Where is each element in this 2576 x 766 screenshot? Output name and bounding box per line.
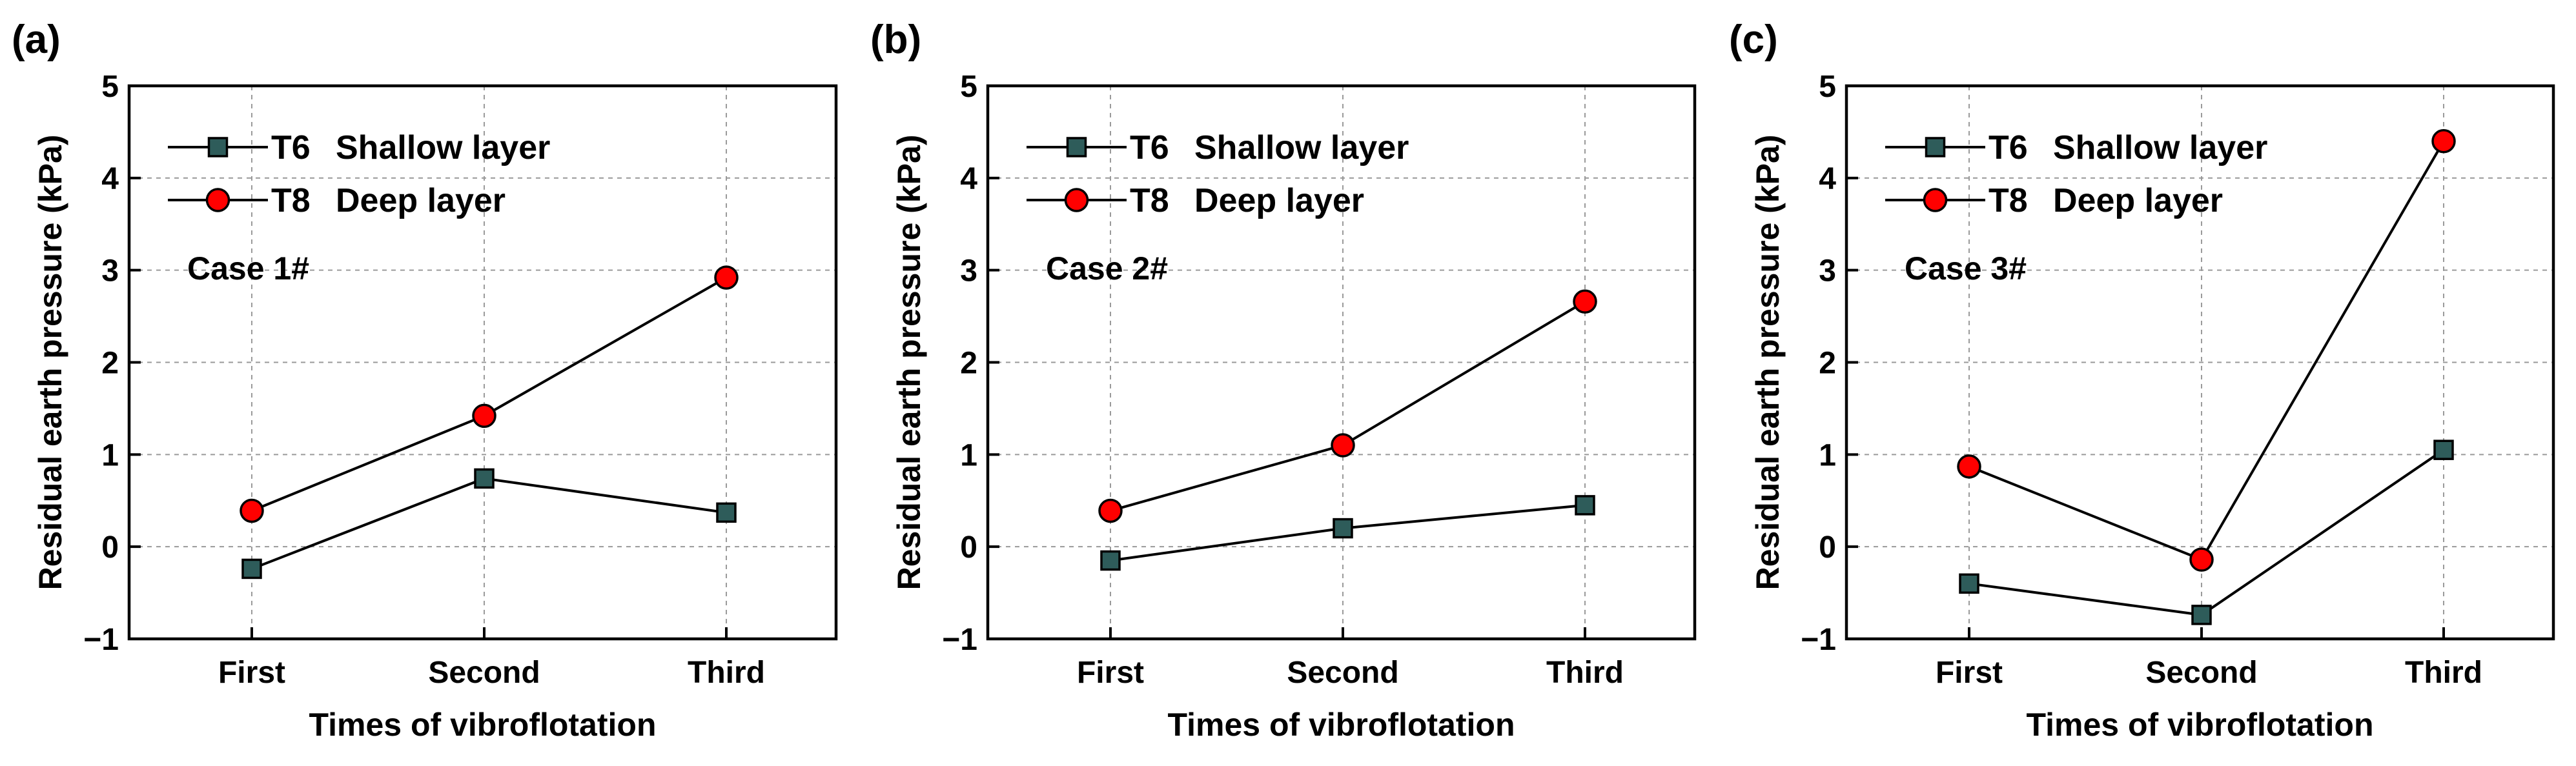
y-tick-label: −1 bbox=[942, 623, 977, 657]
y-tick-label: 2 bbox=[101, 347, 119, 381]
panel-label: (a) bbox=[12, 17, 61, 62]
y-tick-label: 1 bbox=[960, 438, 977, 472]
chart-panel-1: −1 0 1 2 3 4 5 First Second Third Times of vibrofl… bbox=[12, 17, 838, 743]
case-annotation: Case 3# bbox=[1905, 250, 2027, 287]
data-point-t6 bbox=[1959, 573, 1979, 594]
data-point-t8 bbox=[1098, 498, 1123, 523]
data-point-t8 bbox=[1573, 289, 1597, 314]
legend-series-name: T6 bbox=[1988, 129, 2028, 166]
y-tick-label: −1 bbox=[1801, 623, 1836, 657]
x-axis-title: Times of vibroflotation bbox=[309, 707, 657, 743]
legend-series-description: Deep layer bbox=[1194, 182, 1364, 219]
data-point-t8 bbox=[1957, 454, 1981, 479]
legend-series-description: Shallow layer bbox=[1194, 129, 1409, 166]
y-tick-label: 4 bbox=[960, 162, 977, 196]
chart-panel-2: −1 0 1 2 3 4 5 First Second Third Times of vibrofl… bbox=[870, 17, 1697, 743]
y-tick-label: 0 bbox=[1819, 530, 1836, 565]
x-axis-title: Times of vibroflotation bbox=[1168, 707, 1515, 743]
chart-panel-3: −1 0 1 2 3 4 5 First Second Third Times of vibrofl… bbox=[1729, 17, 2555, 743]
legend-marker-circle bbox=[1923, 188, 1948, 212]
legend-marker-square bbox=[1066, 137, 1087, 157]
y-tick-label: 3 bbox=[101, 254, 119, 288]
legend-series-name: T6 bbox=[1130, 129, 1169, 166]
data-point-t6 bbox=[2433, 439, 2454, 460]
legend-series-description: Shallow layer bbox=[336, 129, 550, 166]
case-annotation: Case 1# bbox=[187, 250, 309, 287]
y-tick-label: 5 bbox=[101, 70, 119, 104]
y-tick-label: 0 bbox=[101, 530, 119, 565]
y-tick-label: 1 bbox=[101, 438, 119, 472]
legend-series-name: T8 bbox=[1130, 182, 1169, 219]
x-tick-label: Third bbox=[1546, 656, 1624, 690]
legend-series-name: T6 bbox=[271, 129, 311, 166]
legend-series-description: Deep layer bbox=[336, 182, 506, 219]
data-point-t8 bbox=[2189, 547, 2214, 572]
y-tick-label: 2 bbox=[960, 347, 977, 381]
y-tick-label: 3 bbox=[960, 254, 977, 288]
x-tick-label: Second bbox=[2145, 656, 2257, 690]
legend-series-name: T8 bbox=[271, 182, 311, 219]
panel-label: (b) bbox=[870, 17, 921, 62]
y-tick-label: 1 bbox=[1819, 438, 1836, 472]
x-axis-title: Times of vibroflotation bbox=[2027, 707, 2374, 743]
data-point-t6 bbox=[716, 502, 737, 523]
x-tick-label: Third bbox=[2405, 656, 2482, 690]
y-tick-label: 4 bbox=[101, 162, 119, 196]
x-tick-label: Third bbox=[688, 656, 765, 690]
data-point-t8 bbox=[2431, 128, 2456, 154]
series-line-t6 bbox=[251, 477, 727, 570]
panel-label: (c) bbox=[1729, 17, 1778, 62]
y-axis-title: Residual earth pressure (kPa) bbox=[32, 135, 68, 590]
case-annotation: Case 2# bbox=[1046, 250, 1168, 287]
y-axis-title: Residual earth pressure (kPa) bbox=[891, 135, 927, 590]
data-point-t6 bbox=[241, 558, 262, 580]
y-tick-label: 4 bbox=[1819, 162, 1836, 196]
y-tick-label: 3 bbox=[1819, 254, 1836, 288]
data-point-t6 bbox=[474, 468, 495, 489]
data-point-t6 bbox=[1575, 495, 1595, 516]
data-point-t6 bbox=[2191, 605, 2212, 625]
data-point-t8 bbox=[240, 498, 264, 523]
data-point-t6 bbox=[1100, 550, 1121, 571]
y-tick-label: −1 bbox=[83, 623, 119, 657]
series-line-t8 bbox=[1110, 300, 1586, 512]
data-point-t8 bbox=[472, 403, 496, 428]
y-axis-title: Residual earth pressure (kPa) bbox=[1750, 135, 1786, 590]
legend-marker-circle bbox=[205, 188, 230, 212]
data-point-t8 bbox=[1331, 433, 1355, 458]
legend-marker-circle bbox=[1064, 188, 1089, 212]
y-tick-label: 2 bbox=[1819, 347, 1836, 381]
x-tick-label: First bbox=[218, 656, 285, 690]
data-point-t6 bbox=[1333, 518, 1353, 539]
legend-marker-square bbox=[1925, 137, 1946, 157]
x-tick-label: Second bbox=[428, 656, 540, 690]
legend-series-description: Shallow layer bbox=[2053, 129, 2267, 166]
series-line-t6 bbox=[1968, 449, 2445, 616]
y-tick-label: 5 bbox=[960, 70, 977, 104]
x-tick-label: Second bbox=[1287, 656, 1398, 690]
legend-marker-square bbox=[207, 137, 229, 157]
y-tick-label: 0 bbox=[960, 530, 977, 565]
legend-series-name: T8 bbox=[1988, 182, 2028, 219]
legend-series-description: Deep layer bbox=[2053, 182, 2223, 219]
y-tick-label: 5 bbox=[1819, 70, 1836, 104]
data-point-t8 bbox=[714, 265, 739, 290]
x-tick-label: First bbox=[1936, 656, 2003, 690]
x-tick-label: First bbox=[1077, 656, 1144, 690]
